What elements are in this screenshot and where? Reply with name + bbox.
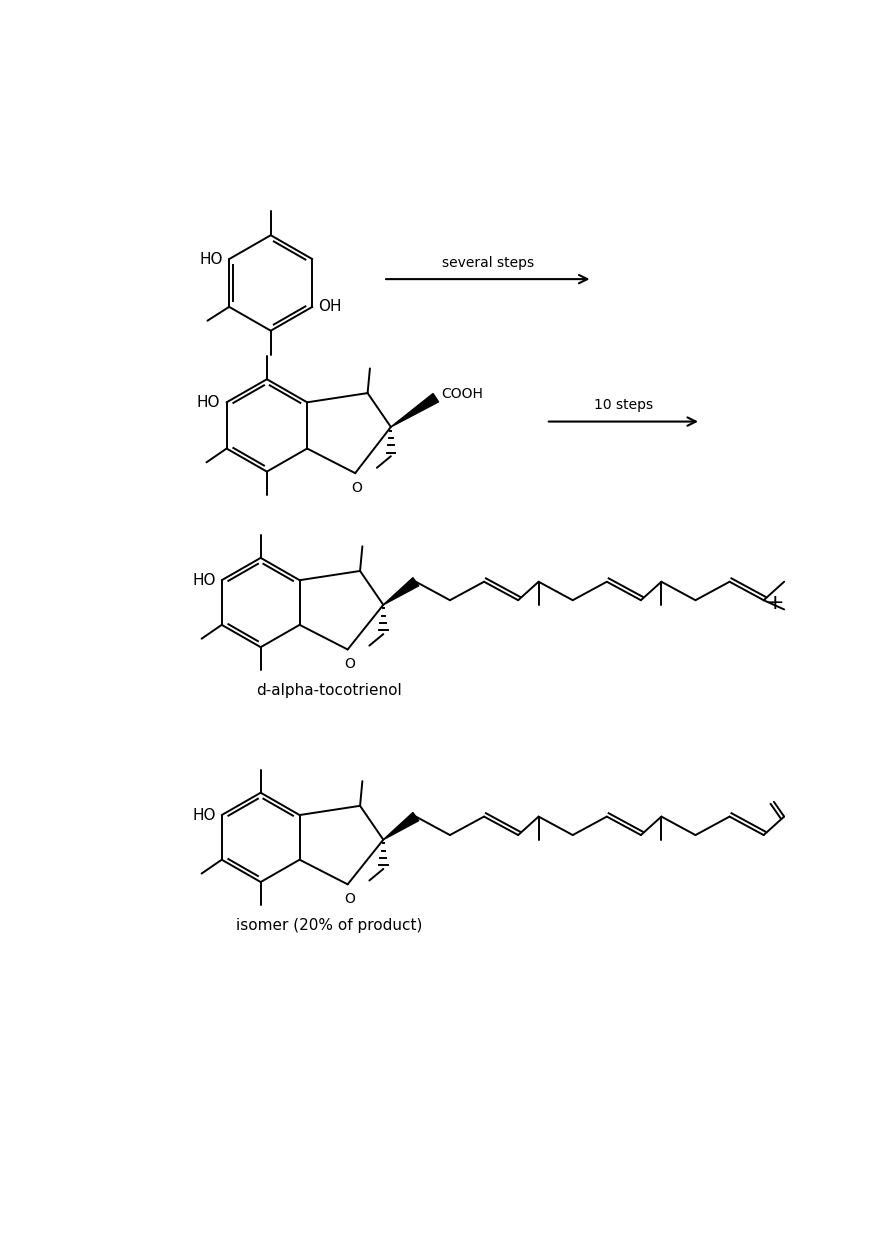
- Text: HO: HO: [192, 807, 215, 822]
- Polygon shape: [383, 578, 418, 605]
- Text: d-alpha-tocotrienol: d-alpha-tocotrienol: [256, 684, 401, 699]
- Text: HO: HO: [197, 394, 220, 409]
- Text: several steps: several steps: [442, 256, 533, 270]
- Polygon shape: [391, 393, 438, 427]
- Text: 10 steps: 10 steps: [593, 398, 653, 412]
- Text: O: O: [343, 892, 354, 906]
- Text: O: O: [351, 480, 362, 495]
- Text: OH: OH: [318, 300, 342, 314]
- Text: HO: HO: [199, 252, 223, 267]
- Text: O: O: [343, 658, 354, 671]
- Text: +: +: [764, 593, 783, 613]
- Polygon shape: [383, 812, 418, 840]
- Text: COOH: COOH: [441, 387, 483, 401]
- Text: HO: HO: [192, 573, 215, 588]
- Text: isomer (20% of product): isomer (20% of product): [235, 919, 422, 934]
